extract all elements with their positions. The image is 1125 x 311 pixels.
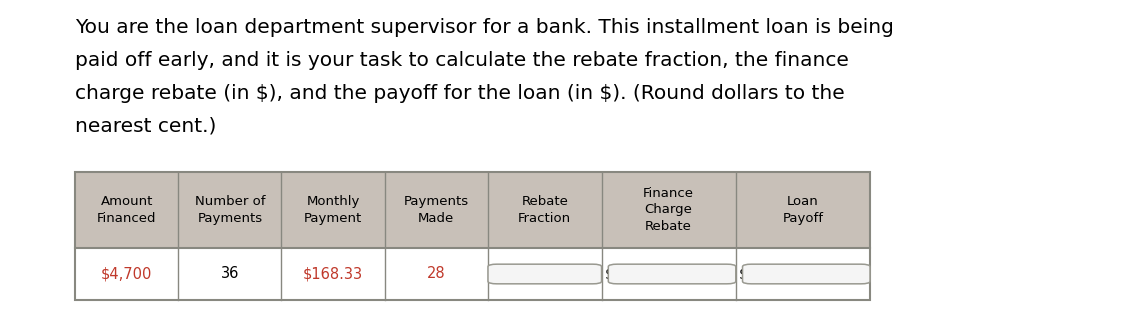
Text: Number of
Payments: Number of Payments: [195, 195, 266, 225]
Text: $: $: [739, 267, 748, 281]
Text: Finance
Charge
Rebate: Finance Charge Rebate: [644, 187, 694, 233]
Text: Payments
Made: Payments Made: [404, 195, 469, 225]
Text: Rebate
Fraction: Rebate Fraction: [519, 195, 572, 225]
Text: nearest cent.): nearest cent.): [75, 117, 216, 136]
Text: \$168.33: \$168.33: [303, 267, 363, 281]
Text: Amount
Financed: Amount Financed: [97, 195, 156, 225]
Text: Monthly
Payment: Monthly Payment: [304, 195, 362, 225]
Text: $: $: [605, 267, 614, 281]
FancyBboxPatch shape: [742, 264, 870, 284]
Text: Loan
Payoff: Loan Payoff: [782, 195, 824, 225]
FancyBboxPatch shape: [609, 264, 736, 284]
Text: 36: 36: [220, 267, 238, 281]
Text: \$4,700: \$4,700: [101, 267, 152, 281]
Text: You are the loan department supervisor for a bank. This installment loan is bein: You are the loan department supervisor f…: [75, 18, 894, 37]
Text: charge rebate (in \$), and the payoff for the loan (in \$). (Round dollars to th: charge rebate (in \$), and the payoff fo…: [75, 84, 845, 103]
FancyBboxPatch shape: [488, 264, 602, 284]
Text: 28: 28: [428, 267, 446, 281]
Text: paid off early, and it is your task to calculate the rebate fraction, the financ: paid off early, and it is your task to c…: [75, 51, 849, 70]
